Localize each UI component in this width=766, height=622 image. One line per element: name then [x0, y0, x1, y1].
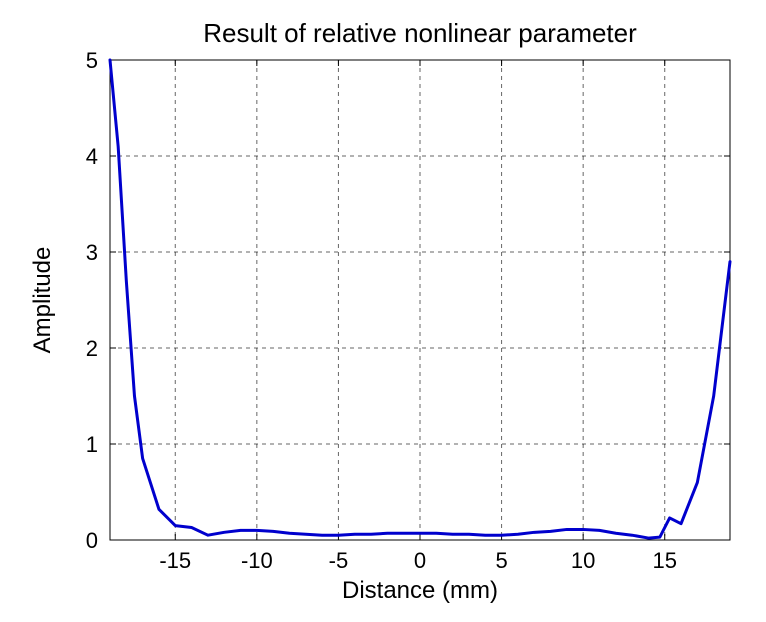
data-series-line: [110, 60, 730, 538]
xtick-label: 15: [652, 548, 676, 573]
x-axis-label: Distance (mm): [342, 577, 498, 604]
y-axis-label: Amplitude: [29, 247, 56, 354]
chart-svg: -15 -10 -5 0 5 10 15 0 1 2 3 4 5 Result of relative …: [0, 0, 766, 622]
ytick-label: 5: [86, 48, 98, 73]
ytick-label: 2: [86, 336, 98, 361]
xtick-label: 10: [571, 548, 595, 573]
ytick-label: 3: [86, 240, 98, 265]
ytick-label: 0: [86, 528, 98, 553]
xtick-label: -10: [241, 548, 273, 573]
chart-container: -15 -10 -5 0 5 10 15 0 1 2 3 4 5 Result of relative …: [0, 0, 766, 622]
tick-labels: -15 -10 -5 0 5 10 15 0 1 2 3 4 5: [86, 48, 677, 573]
ytick-label: 1: [86, 432, 98, 457]
grid-layer: [110, 60, 730, 540]
chart-title: Result of relative nonlinear parameter: [203, 18, 637, 48]
xtick-label: -5: [329, 548, 349, 573]
ytick-label: 4: [86, 144, 98, 169]
xtick-label: 5: [495, 548, 507, 573]
xtick-label: -15: [159, 548, 191, 573]
xtick-label: 0: [414, 548, 426, 573]
